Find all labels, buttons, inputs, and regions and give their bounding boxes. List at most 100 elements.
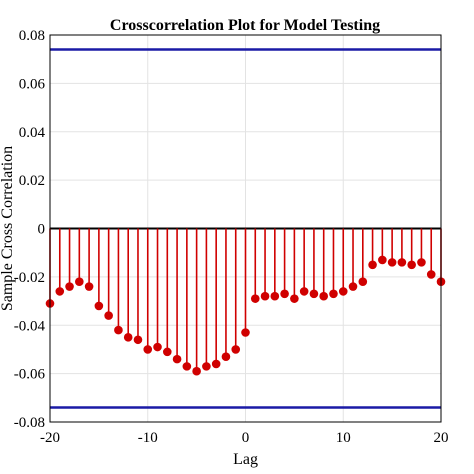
stem-point: [172, 354, 182, 364]
stem-mark: [75, 228, 84, 287]
stem-mark: [299, 228, 309, 296]
stem-mark: [260, 228, 270, 301]
x-tick-label: 10: [336, 430, 351, 446]
x-tick-labels: -20 -10 0 10 20: [40, 430, 449, 446]
stem-point: [280, 289, 289, 299]
stem-point: [348, 282, 358, 291]
stem-point: [260, 291, 270, 301]
stem-point: [221, 352, 231, 361]
stem-mark: [407, 228, 416, 270]
x-axis-label: Lag: [233, 451, 258, 468]
stem-mark: [397, 228, 407, 267]
y-tick-label: -0.04: [14, 318, 46, 334]
stem-mark: [309, 228, 319, 299]
stem-point: [368, 260, 377, 270]
stem-mark: [172, 228, 182, 364]
y-tick-label: -0.02: [14, 270, 45, 286]
stem-mark: [163, 228, 172, 357]
stem-point: [94, 301, 104, 311]
stem-mark: [290, 228, 299, 303]
stem-point: [202, 362, 211, 371]
stem-mark: [143, 228, 153, 354]
stem-point: [319, 291, 329, 301]
y-tick-label: 0.06: [19, 76, 46, 92]
stem-point: [231, 345, 241, 354]
stem-point: [387, 258, 397, 267]
stem-mark: [329, 228, 338, 299]
stem-mark: [378, 228, 387, 265]
y-tick-label: -0.08: [14, 415, 45, 431]
stem-mark: [153, 228, 162, 352]
stem-point: [407, 260, 416, 270]
stem-point: [143, 345, 153, 354]
stem-point: [65, 282, 74, 291]
y-tick-label: 0: [38, 222, 46, 238]
stem-mark: [417, 228, 426, 267]
stem-point: [270, 291, 280, 301]
stem-point: [153, 342, 162, 352]
stem-point: [133, 335, 143, 345]
stem-mark: [250, 228, 260, 303]
stem-mark: [241, 228, 250, 337]
stem-mark: [211, 228, 221, 369]
y-axis-label: Sample Cross Correlation: [0, 146, 16, 311]
stem-point: [299, 287, 309, 296]
stem-point: [309, 289, 319, 299]
stem-mark: [133, 228, 143, 345]
stem-point: [123, 333, 133, 342]
plot-frame: [49, 34, 442, 423]
chart-title: Crosscorrelation Plot for Model Testing: [110, 17, 380, 34]
stem-point: [104, 311, 113, 320]
stem-point: [338, 287, 348, 296]
stem-point: [55, 287, 65, 296]
stem-series: [45, 228, 446, 376]
stem-point: [114, 325, 123, 335]
stem-mark: [192, 228, 201, 376]
stem-point: [163, 347, 172, 357]
stem-mark: [65, 228, 74, 291]
x-tick-label: 20: [434, 430, 449, 446]
stem-point: [75, 277, 84, 287]
stem-point: [192, 366, 201, 376]
stem-point: [358, 277, 368, 287]
stem-mark: [202, 228, 211, 371]
stem-mark: [104, 228, 113, 320]
stem-mark: [84, 228, 94, 291]
stem-mark: [94, 228, 104, 311]
stem-mark: [426, 228, 436, 279]
stem-mark: [221, 228, 231, 361]
stem-mark: [319, 228, 329, 301]
stem-mark: [368, 228, 377, 270]
stem-point: [329, 289, 338, 299]
y-tick-labels: -0.08 -0.06 -0.04 -0.02 0 0.02 0.04 0.06 0.08: [14, 28, 46, 431]
x-tick-label: 0: [242, 430, 250, 446]
x-tick-label: -10: [138, 430, 158, 446]
y-tick-label: 0.08: [19, 28, 45, 44]
stem-point: [378, 255, 387, 265]
stem-mark: [231, 228, 241, 354]
stem-point: [397, 258, 407, 267]
stem-point: [250, 294, 260, 303]
y-tick-label: -0.06: [14, 367, 46, 383]
stem-mark: [123, 228, 133, 342]
stem-mark: [55, 228, 65, 296]
stem-point: [417, 258, 426, 267]
stem-mark: [114, 228, 123, 335]
stem-mark: [338, 228, 348, 296]
y-tick-label: 0.04: [19, 125, 46, 141]
stem-point: [182, 362, 192, 371]
stem-point: [290, 294, 299, 303]
stem-mark: [387, 228, 397, 267]
stem-mark: [182, 228, 192, 371]
stem-point: [241, 328, 250, 337]
stem-point: [84, 282, 94, 291]
stem-point: [211, 359, 221, 369]
stem-mark: [348, 228, 358, 291]
y-tick-label: 0.02: [19, 173, 45, 189]
x-tick-label: -20: [40, 430, 60, 446]
stem-mark: [358, 228, 368, 287]
stem-point: [426, 270, 436, 279]
stem-mark: [270, 228, 280, 301]
stem-mark: [280, 228, 289, 299]
